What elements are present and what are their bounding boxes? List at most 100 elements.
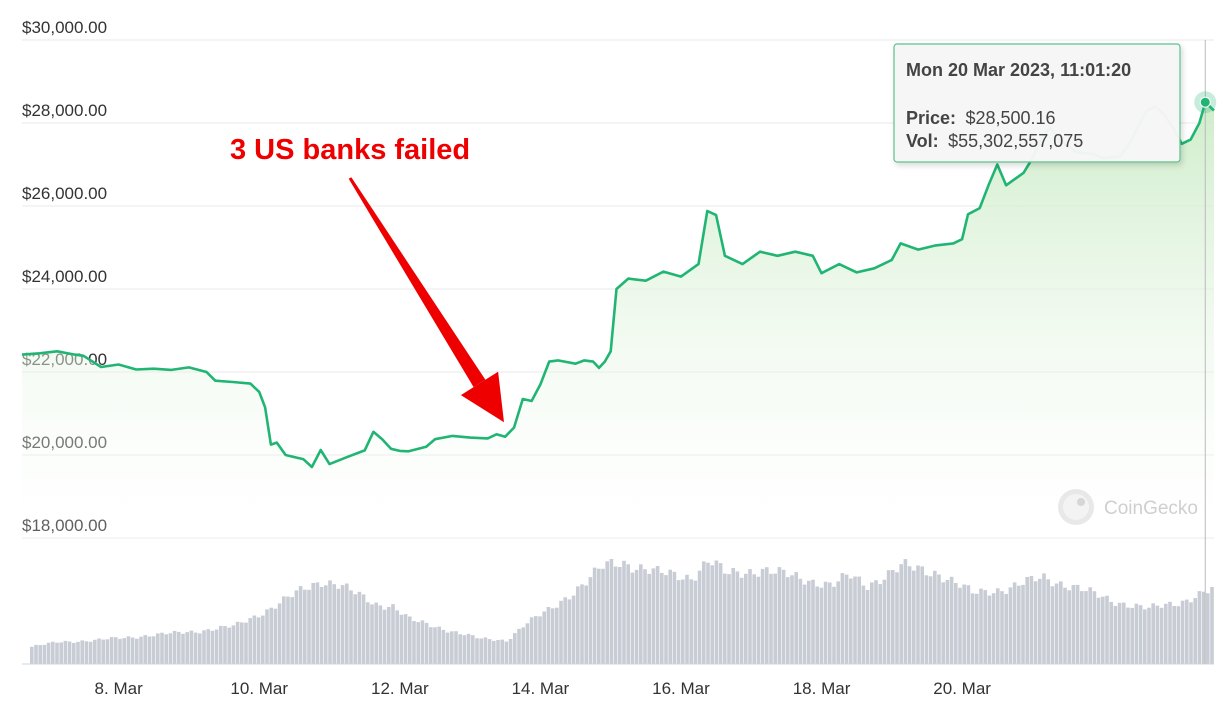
volume-bar [668, 569, 672, 664]
volume-bar [689, 579, 693, 664]
volume-bar [1109, 601, 1113, 664]
volume-bar [571, 595, 576, 664]
tooltip-vol-row: Vol: $55,302,557,075 [906, 131, 1083, 151]
tooltip-price-row: Price: $28,500.16 [906, 108, 1056, 128]
volume-bar [928, 576, 933, 664]
volume-bar [420, 620, 425, 664]
tooltip-price-label: Price: [906, 108, 956, 128]
volume-bar [269, 607, 273, 664]
volume-bar [735, 571, 740, 664]
volume-bar [840, 573, 845, 664]
volume-bar [798, 578, 803, 664]
volume-bar [651, 568, 656, 664]
volume-bar [466, 633, 471, 664]
volume-bar [361, 594, 366, 664]
volume-bar [870, 582, 874, 664]
volume-bar [311, 583, 315, 664]
volume-bar [227, 627, 231, 664]
volume-bar [1067, 590, 1071, 664]
volume-bar [349, 590, 353, 664]
volume-bar [433, 627, 437, 664]
volume-bar [244, 622, 248, 664]
volume-bar [1008, 587, 1013, 664]
volume-bar [639, 564, 643, 664]
volume-bar [693, 580, 698, 664]
volume-bar [1071, 585, 1076, 664]
volume-bar [462, 635, 467, 664]
volume-bar [777, 567, 782, 664]
volume-bar [315, 582, 320, 664]
volume-bar [672, 571, 677, 664]
x-tick-label-5: 18. Mar [793, 679, 851, 698]
volume-bar [794, 572, 798, 664]
volume-bar [424, 622, 429, 664]
volume-bar [67, 641, 72, 664]
volume-bar [954, 583, 958, 664]
volume-bar [538, 616, 542, 664]
volume-bar [752, 574, 756, 664]
volume-bar [1021, 584, 1025, 664]
volume-bar [744, 573, 748, 664]
volume-bar [1113, 605, 1118, 664]
volume-bar [966, 585, 971, 664]
volume-bar [983, 590, 987, 664]
volume-bar [844, 574, 849, 664]
volume-bar [324, 585, 328, 664]
x-axis-tick-labels: 8. Mar 10. Mar 12. Mar 14. Mar 16. Mar 18. Ma… [95, 679, 992, 698]
volume-bar [319, 587, 324, 664]
volume-bar [601, 568, 605, 664]
volume-bar [517, 628, 521, 664]
volume-bar [248, 618, 252, 664]
volume-bar [231, 625, 236, 664]
volume-bar [416, 622, 420, 664]
volume-bar [521, 627, 525, 664]
hover-point[interactable] [1199, 96, 1211, 108]
volume-bar [857, 576, 861, 664]
volume-bar [1084, 591, 1088, 664]
volume-bar [151, 636, 156, 664]
volume-bar [945, 580, 950, 664]
volume-bar [412, 621, 416, 664]
volume-bar [332, 584, 336, 664]
volume-bar [605, 561, 609, 664]
y-tick-label-0: $30,000.00 [22, 18, 107, 37]
x-tick-label-1: 10. Mar [230, 679, 288, 698]
volume-bar [697, 570, 702, 664]
volume-bar [685, 574, 689, 664]
volume-bar [903, 559, 908, 664]
volume-bar [907, 566, 912, 664]
volume-bar [1189, 602, 1193, 664]
volume-bar [1054, 583, 1059, 664]
volume-bar [51, 641, 55, 664]
volume-bar [849, 578, 853, 664]
volume-bar [101, 639, 105, 664]
y-tick-label-3: $24,000.00 [22, 267, 107, 286]
volume-bar [765, 567, 769, 664]
volume-bar [1197, 591, 1202, 664]
volume-bar [500, 639, 504, 664]
volume-bar [403, 614, 408, 664]
volume-bar [97, 638, 101, 664]
volume-bar [93, 639, 97, 664]
volume-bar [819, 587, 824, 664]
volume-bar [1105, 595, 1109, 664]
volume-bar [559, 600, 563, 664]
volume-bar [958, 587, 962, 664]
volume-bar [1042, 573, 1046, 664]
tooltip-vol-label: Vol: [906, 131, 939, 151]
volume-bar [504, 641, 509, 664]
volume-bar [613, 566, 618, 664]
volume-bar [88, 641, 93, 664]
volume-bar [479, 638, 483, 664]
volume-bar [756, 576, 761, 664]
volume-bar [328, 580, 332, 664]
volume-bar [84, 641, 89, 664]
volume-bar [861, 585, 866, 664]
volume-bar [1151, 603, 1155, 664]
volume-bar [1164, 603, 1168, 664]
volume-bar [555, 607, 559, 664]
volume-bar [1059, 581, 1063, 664]
volume-bar [429, 627, 433, 664]
volume-bar [1138, 605, 1143, 664]
volume-bar [193, 632, 198, 664]
